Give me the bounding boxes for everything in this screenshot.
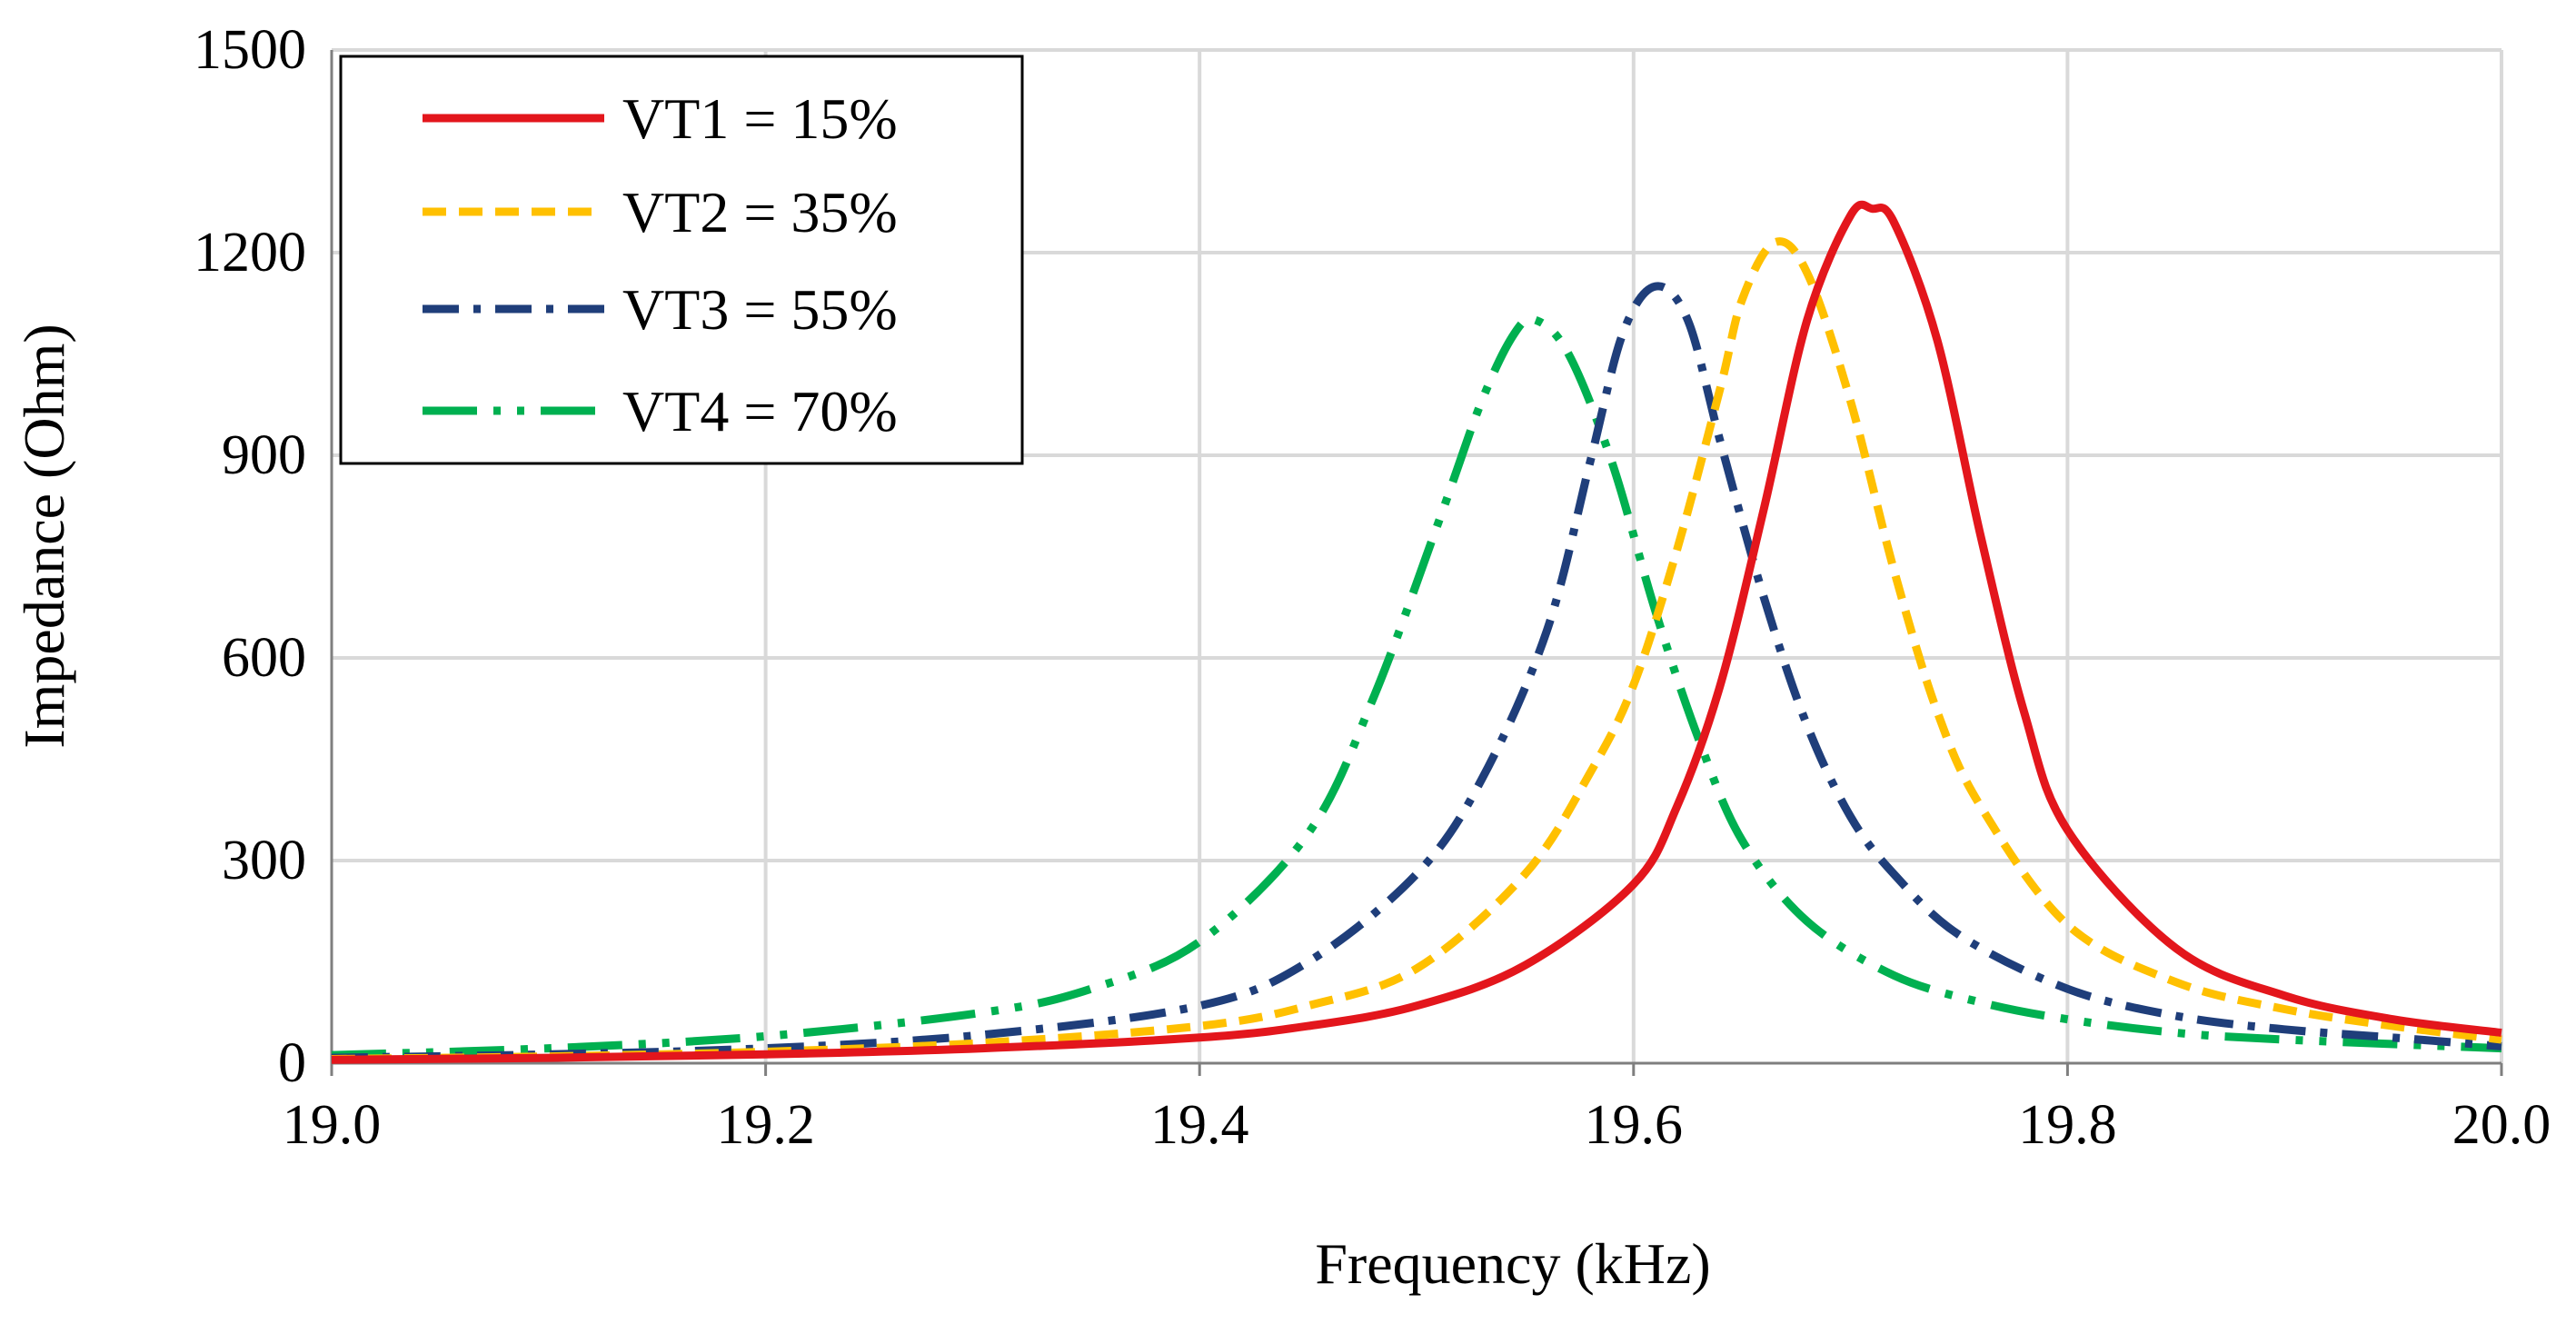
legend-label-vt3: VT3 = 55% — [622, 277, 898, 342]
x-tick-label: 19.4 — [1150, 1094, 1249, 1156]
x-tick-label: 19.8 — [2018, 1094, 2117, 1156]
x-tick-label: 19.2 — [716, 1094, 815, 1156]
legend: VT1 = 15% VT2 = 35% VT3 = 55% VT4 = 70% — [339, 55, 1024, 465]
y-axis-title: Impedance (Ohm) — [12, 324, 76, 748]
y-tick-label: 1200 — [194, 222, 306, 284]
y-tick-label: 300 — [222, 830, 306, 891]
y-tick-label: 900 — [222, 424, 306, 486]
series-layer — [331, 200, 2502, 1064]
series-line-vt4 — [331, 314, 2502, 1060]
series-line-vt2 — [331, 237, 2502, 1063]
y-tick-label: 1500 — [194, 19, 306, 81]
legend-label-vt1: VT1 = 15% — [622, 86, 898, 151]
x-tick-label: 19.6 — [1585, 1094, 1684, 1156]
x-tick-label: 20.0 — [2452, 1094, 2551, 1156]
y-tick-label: 600 — [222, 627, 306, 689]
legend-items: VT1 = 15% VT2 = 35% VT3 = 55% VT4 = 70% — [423, 86, 898, 443]
y-tick-label: 0 — [278, 1032, 306, 1094]
x-tick-label: 19.0 — [283, 1094, 382, 1156]
x-axis-title: Frequency (kHz) — [1315, 1231, 1710, 1296]
axes-layer: 0 300 600 900 1200 1500 19.0 19.2 19.4 19.6 19.8 20… — [194, 19, 2551, 1156]
series-line-vt1 — [331, 200, 2502, 1064]
legend-label-vt4: VT4 = 70% — [622, 379, 898, 443]
series-line-vt3 — [331, 282, 2502, 1062]
legend-label-vt2: VT2 = 35% — [622, 180, 898, 244]
legend-box — [339, 55, 1024, 465]
